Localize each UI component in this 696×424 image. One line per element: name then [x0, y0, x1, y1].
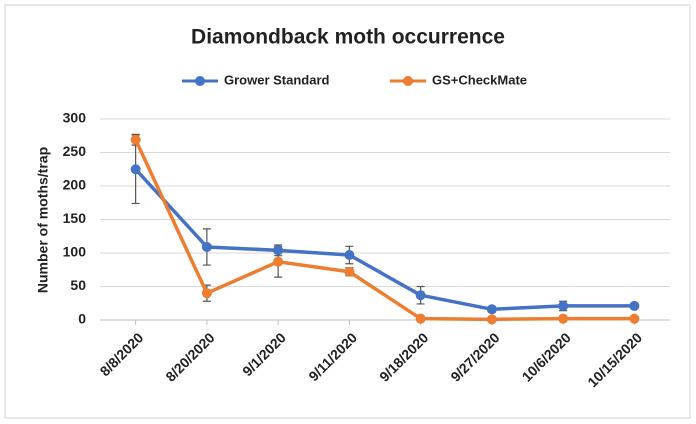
y-axis-title: Number of moths/trap [35, 147, 51, 293]
legend-marker [195, 76, 205, 86]
point [344, 250, 355, 261]
y-tick-label: 250 [63, 143, 87, 159]
point [273, 256, 284, 267]
point [486, 314, 497, 325]
point [558, 313, 569, 324]
y-tick-label: 200 [63, 177, 87, 193]
legend-marker [403, 76, 413, 86]
point [486, 304, 497, 315]
point [558, 300, 569, 311]
point [201, 288, 212, 299]
series-line [134, 139, 635, 322]
point [130, 164, 141, 175]
point [201, 241, 212, 252]
y-tick-label: 0 [78, 311, 86, 327]
y-tick-label: 150 [63, 210, 87, 226]
chart-title: Diamondback moth occurrence [191, 26, 505, 49]
chart-frame [4, 4, 691, 419]
series-line [134, 168, 635, 312]
point [273, 245, 284, 256]
point [130, 134, 141, 145]
legend-label: GS+CheckMate [432, 72, 527, 87]
y-tick-label: 300 [63, 110, 87, 126]
y-tick-label: 50 [70, 277, 86, 293]
point [344, 266, 355, 277]
point [415, 313, 426, 324]
point [629, 300, 640, 311]
point [629, 313, 640, 324]
legend-label: Grower Standard [224, 72, 330, 87]
y-tick-label: 100 [63, 244, 87, 260]
point [415, 290, 426, 301]
